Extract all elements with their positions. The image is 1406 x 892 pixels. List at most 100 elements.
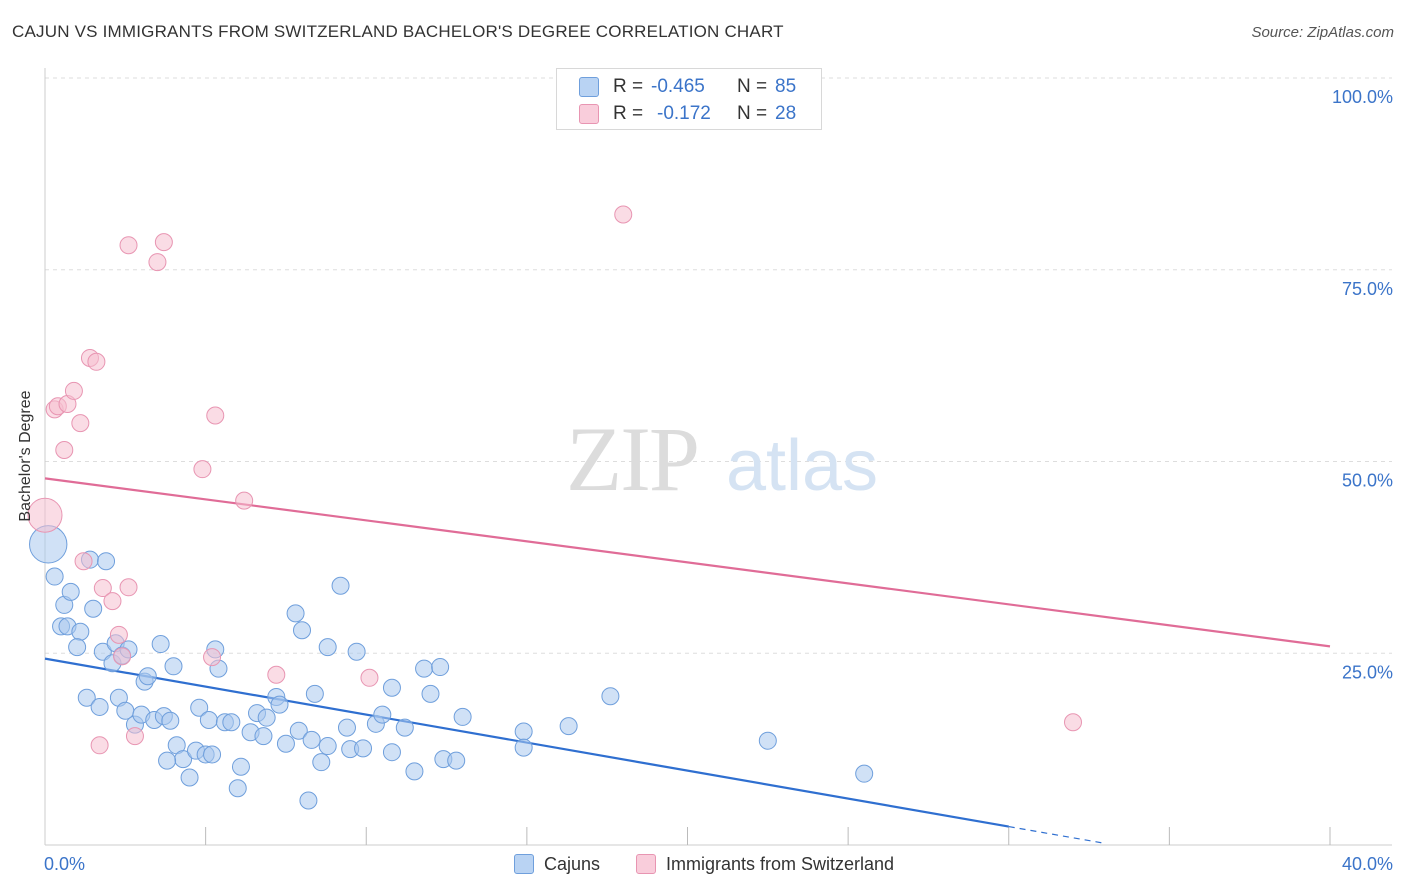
bottom-legend-label-swiss: Immigrants from Switzerland	[666, 853, 895, 874]
cajun-point	[90, 697, 109, 716]
bottom-legend-swatch-swiss	[636, 854, 656, 874]
cajun-point	[302, 730, 321, 749]
cajun-point	[331, 576, 350, 595]
swiss-point	[1064, 713, 1082, 732]
cajun-point	[447, 751, 466, 770]
cajun-point	[228, 779, 247, 798]
legend-r-label: R =	[613, 76, 644, 97]
legend-r-value-cajuns: -0.465	[651, 76, 705, 97]
bottom-legend-swiss: Immigrants from Switzerland	[636, 852, 894, 876]
cajun-point	[93, 642, 112, 661]
cajun-point	[758, 731, 777, 750]
trend-line-swiss	[44, 477, 1331, 648]
cajun-point	[373, 705, 392, 724]
cajun-point	[164, 657, 183, 676]
swiss-point	[235, 491, 254, 510]
swiss-point	[614, 205, 633, 224]
cajun-point	[180, 768, 199, 787]
cajun-point	[347, 642, 366, 661]
swiss-point	[148, 253, 167, 272]
cajun-point	[855, 764, 874, 783]
cajun-point	[257, 708, 276, 727]
cajun-point	[97, 552, 116, 571]
bottom-legend-cajuns: Cajuns	[514, 852, 600, 876]
cajun-point	[514, 738, 533, 757]
cajun-point	[222, 713, 241, 732]
watermark: ZIP atlas	[566, 408, 878, 510]
y-tick-label: 50.0%	[1342, 471, 1393, 491]
gridlines	[45, 77, 1392, 654]
legend-n-label: N =	[737, 103, 768, 124]
cajun-point	[415, 659, 434, 678]
cajun-point	[382, 743, 401, 762]
cajun-point	[293, 621, 311, 640]
y-tick-labels: 25.0% 50.0% 75.0% 100.0%	[1332, 87, 1393, 682]
cajun-point	[151, 635, 170, 654]
swiss-point	[27, 497, 63, 533]
swiss-point	[71, 414, 90, 433]
legend-swatch-cajuns	[579, 77, 599, 97]
cajun-point	[453, 707, 472, 726]
y-tick-label: 100.0%	[1332, 87, 1393, 107]
swiss-point	[125, 727, 144, 746]
cajun-point	[514, 722, 533, 741]
cajun-point	[405, 762, 424, 781]
legend-swatch-swiss	[579, 104, 599, 124]
cajun-point	[337, 718, 356, 737]
bottom-legend-label-cajuns: Cajuns	[544, 853, 601, 874]
cajun-point	[431, 658, 450, 677]
cajun-point	[68, 638, 87, 657]
watermark-atlas: atlas	[726, 426, 878, 506]
cajun-point	[318, 737, 337, 756]
y-axis-label: Bachelor's Degree	[17, 390, 34, 522]
swiss-point	[193, 460, 212, 479]
cajun-point	[318, 638, 337, 657]
legend-row-cajuns: R = -0.465 N = 85	[579, 76, 796, 98]
swiss-point	[206, 406, 225, 425]
y-tick-label: 75.0%	[1342, 279, 1393, 299]
cajun-point	[71, 622, 90, 641]
cajun-point	[286, 604, 305, 623]
cajun-point	[254, 727, 273, 746]
cajun-point	[421, 684, 440, 703]
x-ticks	[205, 827, 1331, 845]
cajun-point	[559, 717, 578, 736]
swiss-point	[93, 579, 112, 598]
axes	[44, 68, 1392, 846]
legend-r-value-swiss: -0.172	[657, 103, 711, 124]
cajun-point	[395, 718, 414, 737]
cajun-point	[138, 667, 157, 686]
cajun-point	[299, 791, 318, 810]
data-points	[27, 205, 1082, 810]
cajun-point	[203, 745, 222, 764]
legend-r-label: R =	[613, 103, 644, 124]
correlation-legend: R = -0.465 N = 85 R = -0.172 N = 28	[556, 68, 822, 130]
cajun-point	[276, 734, 295, 753]
x-tick-label-max: 40.0%	[1342, 854, 1393, 874]
swiss-point	[109, 625, 128, 644]
cajun-point	[158, 751, 177, 770]
cajun-point	[61, 582, 80, 601]
cajun-point	[312, 753, 331, 772]
cajun-point	[199, 710, 218, 729]
trend-line-cajuns-extension	[1008, 826, 1106, 844]
cajun-point	[45, 567, 64, 586]
swiss-point	[103, 592, 122, 611]
swiss-point	[203, 648, 222, 667]
swiss-point	[360, 668, 379, 687]
swiss-point	[267, 665, 286, 684]
y-tick-label: 25.0%	[1342, 662, 1393, 682]
cajun-point	[354, 739, 373, 758]
source-label: Source: ZipAtlas.com	[1251, 24, 1394, 41]
cajun-point	[305, 684, 324, 703]
cajun-point	[190, 698, 209, 717]
legend-n-value-cajuns: 85	[775, 76, 797, 97]
swiss-point	[119, 236, 138, 255]
bottom-legend-swatch-cajuns	[514, 854, 534, 874]
swiss-point	[74, 552, 93, 571]
swiss-point	[119, 578, 138, 597]
cajun-point	[161, 711, 180, 730]
swiss-point	[55, 440, 74, 459]
watermark-zip: ZIP	[566, 408, 698, 510]
